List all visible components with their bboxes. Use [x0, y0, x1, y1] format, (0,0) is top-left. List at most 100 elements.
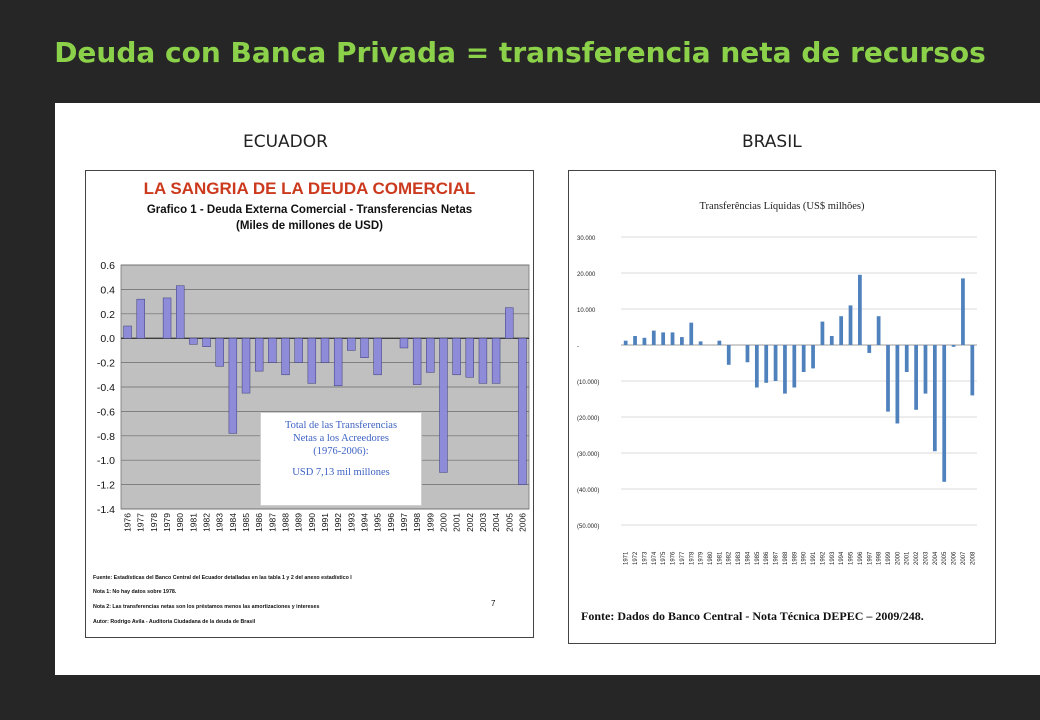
brasil-bar — [867, 345, 872, 353]
ecuador-y-tick-label: -0.4 — [97, 382, 115, 394]
brasil-x-tick-label: 1979 — [699, 551, 705, 565]
ecuador-x-tick-label: 1996 — [386, 513, 396, 532]
ecuador-bar — [518, 337, 527, 485]
ecuador-chart-title: LA SANGRIA DE LA DEUDA COMERCIAL — [143, 179, 476, 198]
ecuador-bar — [439, 337, 448, 473]
brasil-bar — [745, 345, 750, 363]
brasil-x-tick-label: 1978 — [689, 551, 695, 565]
ecuador-x-tick-label: 1978 — [149, 513, 159, 532]
ecuador-x-tick-label: 1997 — [399, 513, 409, 532]
brasil-y-tick-label: 20.000 — [577, 272, 596, 278]
brasil-x-tick-label: 1987 — [774, 551, 780, 565]
ecuador-x-tick-label: 1985 — [241, 513, 251, 532]
ecuador-x-tick-label: 1981 — [188, 513, 198, 532]
brasil-x-tick-label: 1997 — [867, 551, 873, 565]
brasil-x-tick-label: 2004 — [933, 551, 939, 565]
brasil-x-tick-label: 1983 — [736, 551, 742, 565]
ecuador-x-tick-label: 1983 — [215, 513, 225, 532]
brasil-bar — [689, 322, 694, 345]
brasil-bar — [792, 345, 797, 388]
annotation-line-4: USD 7,13 mil millones — [292, 467, 390, 478]
ecuador-x-tick-label: 1990 — [307, 513, 317, 532]
brasil-x-tick-label: 1984 — [745, 551, 751, 565]
brasil-y-tick-label: - — [577, 344, 579, 350]
brasil-x-tick-label: 2003 — [923, 551, 929, 565]
ecuador-footnote-author: Autor: Rodrigo Avila - Auditoria Ciudada… — [93, 619, 256, 625]
ecuador-x-tick-label: 1982 — [202, 513, 212, 532]
ecuador-y-tick-label: 0.6 — [100, 260, 115, 272]
ecuador-x-tick-label: 2006 — [517, 513, 527, 532]
ecuador-x-tick-label: 1980 — [175, 513, 185, 532]
ecuador-bar — [373, 337, 382, 376]
brasil-x-tick-label: 1975 — [661, 551, 667, 565]
brasil-y-tick-label: (20.000) — [577, 416, 599, 422]
ecuador-bar — [491, 337, 501, 384]
ecuador-bar — [281, 337, 290, 376]
ecuador-x-tick-label: 1977 — [136, 513, 146, 532]
brasil-x-tick-label: 1980 — [708, 551, 714, 565]
brasil-y-tick-label: 10.000 — [577, 308, 596, 314]
ecuador-bar — [123, 325, 132, 339]
brasil-chart-frame: Transferências Líquidas (US$ milhões) 30… — [568, 170, 996, 644]
brasil-chart-plot: 30.000 20.000 10.000 - (10.000) (20.000) (30.0… — [577, 236, 977, 565]
annotation-line-3: (1976-2006): — [313, 446, 369, 457]
ecuador-x-tick-label: 2004 — [491, 513, 501, 532]
brasil-x-tick-label: 1981 — [717, 551, 723, 565]
brasil-x-tick-label: 1990 — [802, 551, 808, 565]
brasil-y-tick-label: (50.000) — [577, 524, 599, 530]
ecuador-y-tick-label: -0.6 — [97, 406, 115, 418]
ecuador-bar — [268, 337, 277, 363]
brasil-x-tick-label: 2007 — [961, 551, 967, 565]
ecuador-bar — [136, 298, 145, 339]
ecuador-x-tick-label: 1988 — [281, 513, 291, 532]
ecuador-bar — [399, 337, 409, 349]
brasil-x-tick-label: 2005 — [942, 551, 948, 565]
brasil-y-tick-label: (40.000) — [577, 488, 599, 494]
brasil-x-tick-label: 1991 — [811, 551, 817, 565]
brasil-bar — [754, 345, 759, 388]
brasil-bar — [811, 345, 815, 369]
ecuador-x-tick-label: 2003 — [478, 513, 488, 532]
brasil-x-tick-label: 1976 — [671, 551, 677, 565]
brasil-x-tick-label: 1985 — [755, 551, 761, 565]
ecuador-x-tick-label: 2001 — [452, 513, 462, 532]
brasil-bar — [904, 345, 909, 372]
ecuador-y-tick-label: -0.2 — [97, 358, 115, 370]
brasil-x-tick-label: 1973 — [642, 551, 648, 565]
brasil-x-tick-label: 1982 — [727, 551, 733, 565]
brasil-x-tick-label: 1995 — [849, 551, 855, 565]
brasil-bar — [651, 330, 656, 345]
brasil-y-tick-label: (10.000) — [577, 380, 599, 386]
brasil-bar — [829, 336, 834, 345]
brasil-x-tick-label: 1989 — [792, 551, 798, 565]
ecuador-x-tick-label: 1993 — [346, 513, 356, 532]
brasil-bar — [961, 278, 965, 345]
brasil-bar — [623, 340, 628, 345]
brasil-x-tick-label: 2002 — [914, 551, 920, 565]
slide-title: Deuda con Banca Privada = transferencia … — [54, 36, 986, 69]
ecuador-x-tick-label: 1979 — [162, 513, 172, 532]
brasil-bar — [886, 345, 890, 412]
brasil-bar — [820, 321, 825, 345]
ecuador-y-tick-label: 0.2 — [100, 309, 115, 321]
ecuador-bar — [347, 337, 356, 351]
ecuador-y-tick-label: -1.0 — [97, 455, 115, 467]
brasil-bar — [773, 345, 778, 381]
brasil-bar — [698, 341, 703, 345]
brasil-bar — [633, 336, 637, 345]
ecuador-bar — [320, 337, 330, 363]
ecuador-bar — [465, 337, 474, 378]
ecuador-x-tick-label: 2000 — [438, 513, 448, 532]
ecuador-footnote-source: Fuente: Estadísticas del Banco Central d… — [93, 575, 352, 581]
brasil-x-tick-label: 1992 — [820, 551, 826, 565]
ecuador-bar — [333, 337, 343, 387]
ecuador-x-tick-label: 1986 — [254, 513, 264, 532]
brasil-y-tick-label: 30.000 — [577, 236, 596, 242]
brasil-bar — [848, 305, 853, 345]
ecuador-bar — [176, 285, 185, 339]
ecuador-bar — [254, 337, 264, 372]
ecuador-y-tick-label: 0.0 — [100, 333, 115, 345]
ecuador-x-tick-label: 1987 — [267, 513, 277, 532]
ecuador-x-tick-label: 1989 — [294, 513, 304, 532]
brasil-bar — [951, 345, 956, 347]
